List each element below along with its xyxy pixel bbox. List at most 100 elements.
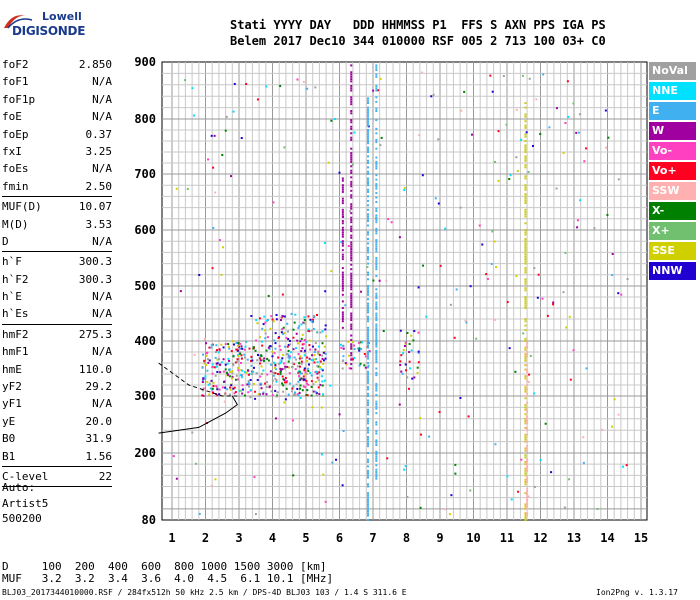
streak-point bbox=[526, 463, 529, 466]
echo-point bbox=[380, 136, 383, 139]
header-row-1: Stati YYYY DAY DDD HHMMSS P1 FFS S AXN P… bbox=[230, 18, 606, 32]
echo-point bbox=[268, 386, 271, 389]
streak-point bbox=[366, 375, 369, 378]
streak-point bbox=[366, 395, 369, 397]
streak-point bbox=[366, 340, 369, 342]
param-row: foEp 0.37 bbox=[2, 126, 112, 143]
streak-point bbox=[375, 367, 378, 370]
streak-point bbox=[375, 274, 378, 277]
echo-point bbox=[275, 395, 278, 398]
streak-point bbox=[350, 127, 353, 130]
streak-point bbox=[375, 245, 378, 248]
echo-point bbox=[277, 362, 280, 365]
streak-point bbox=[375, 400, 378, 403]
streak-point bbox=[375, 156, 378, 159]
streak-point bbox=[366, 445, 369, 448]
echo-point bbox=[282, 354, 285, 357]
streak-point bbox=[350, 250, 353, 253]
x-tick-label: 2 bbox=[202, 531, 209, 545]
streak-point bbox=[350, 352, 353, 355]
echo-point bbox=[244, 345, 247, 348]
streak-point bbox=[524, 164, 527, 167]
echo-point bbox=[338, 413, 341, 416]
streak-point bbox=[350, 254, 353, 257]
echo-point bbox=[314, 342, 317, 345]
streak-point bbox=[350, 279, 353, 282]
muf-distance-row: D 100 200 400 600 800 1000 1500 3000 [km… bbox=[2, 560, 327, 573]
echo-point bbox=[432, 93, 435, 96]
echo-point bbox=[309, 348, 312, 351]
echo-point bbox=[555, 187, 558, 190]
echo-point bbox=[216, 388, 219, 391]
streak-point bbox=[375, 325, 378, 328]
streak-point bbox=[341, 282, 344, 285]
echo-point bbox=[301, 347, 304, 350]
echo-point bbox=[306, 394, 309, 397]
echo-point bbox=[296, 78, 299, 81]
streak-point bbox=[366, 108, 369, 111]
echo-point bbox=[305, 379, 308, 382]
streak-point bbox=[524, 102, 527, 105]
streak-point bbox=[524, 157, 527, 160]
streak-point bbox=[366, 179, 369, 182]
streak-point bbox=[350, 367, 353, 370]
echo-point bbox=[218, 393, 221, 396]
echo-point bbox=[201, 381, 204, 384]
echo-point bbox=[231, 370, 234, 373]
echo-point bbox=[297, 371, 300, 374]
streak-point bbox=[341, 249, 344, 252]
parameter-panel: foF2 2.850 foF1 N/A foF1p N/A foE N/A foEp 0.37 fx… bbox=[2, 56, 112, 488]
echo-point bbox=[318, 353, 321, 356]
param-value: 1.56 bbox=[85, 449, 113, 463]
echo-point bbox=[296, 387, 299, 390]
streak-point bbox=[526, 460, 529, 463]
streak-point bbox=[350, 212, 353, 215]
echo-point bbox=[306, 389, 309, 392]
streak-point bbox=[375, 243, 378, 246]
echo-point bbox=[528, 77, 531, 80]
echo-point bbox=[339, 343, 342, 346]
streak-point bbox=[524, 388, 527, 391]
streak-point bbox=[524, 289, 527, 292]
echo-point bbox=[231, 372, 234, 375]
echo-point bbox=[274, 368, 277, 371]
echo-point bbox=[299, 387, 302, 390]
streak-point bbox=[524, 255, 527, 258]
echo-point bbox=[459, 397, 462, 400]
echo-point bbox=[205, 342, 208, 345]
echo-point bbox=[306, 87, 309, 90]
echo-point bbox=[240, 354, 243, 357]
echo-point bbox=[341, 484, 344, 487]
legend-item: SSW bbox=[649, 182, 696, 200]
echo-point bbox=[304, 371, 307, 374]
streak-point bbox=[524, 386, 527, 389]
echo-point bbox=[421, 174, 424, 177]
echo-point bbox=[211, 387, 214, 390]
echo-point bbox=[222, 370, 225, 373]
echo-point bbox=[240, 376, 243, 379]
param-label: hmF2 bbox=[2, 327, 29, 341]
echo-point bbox=[261, 327, 264, 330]
echo-point bbox=[271, 350, 274, 353]
echo-point bbox=[266, 336, 269, 339]
echo-point bbox=[617, 413, 620, 416]
echo-point bbox=[284, 398, 287, 401]
echo-point bbox=[390, 221, 393, 224]
param-label: yE bbox=[2, 414, 16, 428]
streak-point bbox=[526, 375, 529, 378]
echo-point bbox=[262, 392, 265, 395]
echo-point bbox=[204, 375, 207, 378]
echo-point bbox=[270, 345, 273, 348]
echo-point bbox=[335, 458, 338, 461]
param-row: h`E N/A bbox=[2, 288, 112, 305]
echo-point bbox=[245, 340, 248, 343]
legend-item: SSE bbox=[649, 242, 696, 260]
streak-point bbox=[375, 68, 378, 71]
streak-point bbox=[524, 282, 527, 285]
echo-point bbox=[331, 461, 334, 464]
streak-point bbox=[366, 140, 369, 142]
echo-point bbox=[198, 273, 201, 276]
echo-point bbox=[259, 375, 262, 378]
streak-point bbox=[350, 189, 353, 192]
echo-point bbox=[358, 349, 361, 352]
